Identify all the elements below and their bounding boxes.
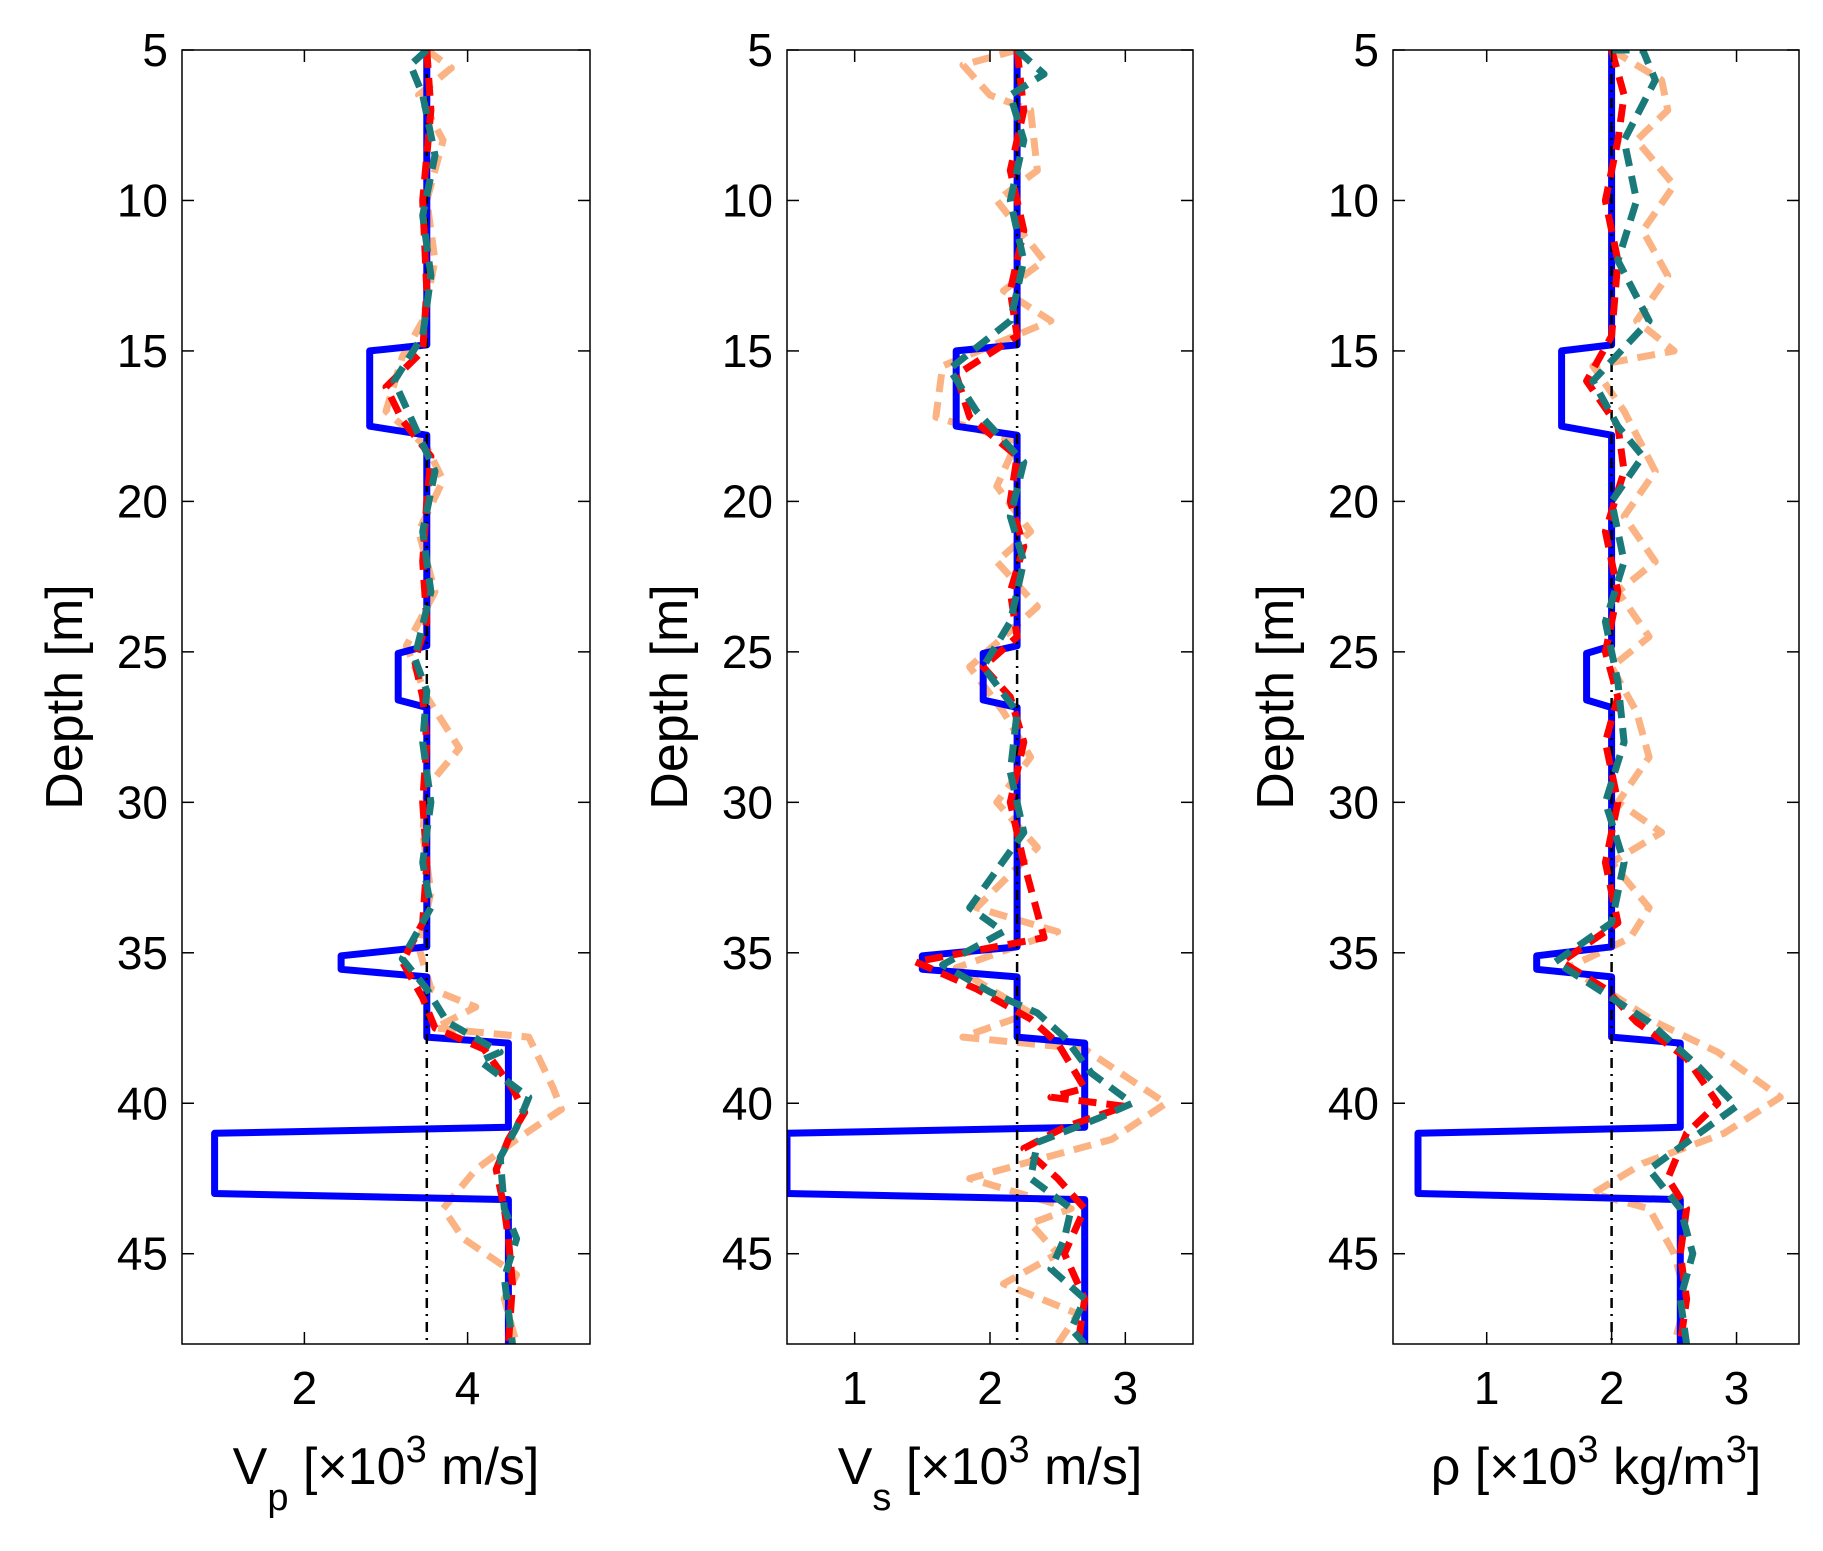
y-tick-label: 35 (117, 927, 168, 979)
x-tick-label: 2 (292, 1362, 318, 1414)
y-tick-label: 40 (117, 1077, 168, 1129)
axis-label-subscript: s (872, 1477, 891, 1519)
axis-label-superscript: 3 (406, 1429, 427, 1471)
y-tick-label: 45 (1328, 1228, 1379, 1280)
series-line-inversion-a (382, 50, 529, 1344)
series-line-inversion-c (932, 50, 1170, 1344)
y-tick-label: 10 (117, 174, 168, 226)
x-tick-label: 3 (1724, 1362, 1750, 1414)
y-tick-label: 15 (1328, 325, 1379, 377)
x-tick-label: 2 (1599, 1362, 1625, 1414)
y-tick-label: 40 (722, 1077, 773, 1129)
x-tick-label: 1 (1474, 1362, 1500, 1414)
vp-panel: 5 10 15 20 25 30 35 40 45 2 4 Depth [m] Vp [×103 m/s… (36, 24, 591, 1519)
vs-axis-label: Vs [×103 m/s] (838, 1429, 1143, 1519)
y-tick-label: 15 (722, 325, 773, 377)
series-line-inversion-b (939, 50, 1136, 1344)
axes-frame (181, 49, 591, 1345)
vp-axis-label: Vp [×103 m/s] (233, 1429, 540, 1519)
series-line-inversion-a (1558, 50, 1722, 1344)
series-group (787, 50, 1170, 1344)
series-line-inversion-c (382, 50, 565, 1344)
axis-label-text: kg/m (1599, 1438, 1726, 1496)
x-tick-label: 1 (842, 1362, 868, 1414)
series-line-true-model (211, 50, 512, 1344)
y-tick-label: 45 (117, 1228, 168, 1280)
y-tick-label: 30 (117, 776, 168, 828)
axis-label-symbol: V (838, 1438, 873, 1496)
axis-label-superscript: 3 (1577, 1429, 1598, 1471)
axis-label-text: m/s] (427, 1438, 540, 1496)
y-axis-label: Depth [m] (641, 584, 699, 809)
y-tick-label: 20 (117, 475, 168, 527)
y-tick-label: 45 (722, 1228, 773, 1280)
series-line-true-model (787, 50, 1089, 1344)
axis-label-text: [×10 (891, 1438, 1008, 1496)
axis-label-superscript: 3 (1008, 1429, 1029, 1471)
y-tick-label: 35 (1328, 927, 1379, 979)
y-tick-label: 5 (1353, 24, 1379, 76)
axis-label-symbol: ρ (1431, 1438, 1461, 1496)
y-axis-label: Depth [m] (36, 584, 94, 809)
y-tick-label: 5 (142, 24, 168, 76)
y-tick-label: 35 (722, 927, 773, 979)
axis-label-text: [×10 (288, 1438, 405, 1496)
axis-label-subscript: p (267, 1477, 288, 1519)
x-tick-label: 3 (1113, 1362, 1139, 1414)
y-tick-label: 15 (117, 325, 168, 377)
series-line-inversion-b (390, 50, 533, 1344)
axis-label-text: m/s] (1030, 1438, 1143, 1496)
series-group (1414, 50, 1784, 1344)
axis-label-symbol: V (233, 1438, 268, 1496)
y-axis-label: Depth [m] (1247, 584, 1305, 809)
series-line-true-model (1414, 50, 1684, 1344)
axis-label-text: [×10 (1460, 1438, 1577, 1496)
axis-label-text: ] (1747, 1438, 1761, 1496)
y-tick-label: 20 (1328, 475, 1379, 527)
y-tick-label: 25 (722, 626, 773, 678)
x-tick-label: 2 (977, 1362, 1003, 1414)
axes-frame (1392, 49, 1800, 1345)
y-tick-label: 10 (1328, 174, 1379, 226)
y-tick-label: 20 (722, 475, 773, 527)
y-tick-label: 40 (1328, 1077, 1379, 1129)
x-tick-label: 4 (455, 1362, 481, 1414)
series-line-inversion-b (1551, 50, 1740, 1344)
y-tick-label: 30 (1328, 776, 1379, 828)
y-tick-label: 25 (1328, 626, 1379, 678)
series-group (211, 50, 565, 1344)
series-line-inversion-c (1564, 50, 1784, 1344)
density-axis-label: ρ [×103 kg/m3] (1431, 1429, 1762, 1496)
y-tick-label: 25 (117, 626, 168, 678)
y-tick-label: 10 (722, 174, 773, 226)
axis-label-superscript: 3 (1726, 1429, 1747, 1471)
y-tick-label: 5 (747, 24, 773, 76)
y-tick-label: 30 (722, 776, 773, 828)
axes-frame (786, 49, 1194, 1345)
